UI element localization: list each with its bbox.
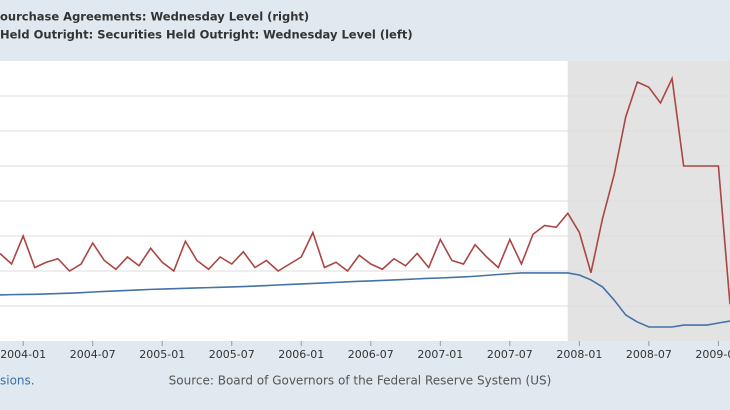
source: Source: Board of Governors of the Federa… xyxy=(169,374,552,388)
legend-entry: ourchase Agreements: Wednesday Level (ri… xyxy=(0,10,309,24)
x-tick-label: 2006-07 xyxy=(348,348,394,361)
x-tick-label: 2005-01 xyxy=(139,348,185,361)
x-tick-label: 2006-01 xyxy=(278,348,324,361)
x-tick-label: 2008-07 xyxy=(626,348,672,361)
x-tick-label: 2007-07 xyxy=(487,348,533,361)
legend-entry: Held Outright: Securities Held Outright:… xyxy=(0,28,413,42)
x-tick-label: 2009-01 xyxy=(695,348,730,361)
x-tick-label: 2005-07 xyxy=(209,348,255,361)
notes-link[interactable]: sions. xyxy=(0,374,35,388)
x-tick-label: 2008-01 xyxy=(556,348,602,361)
series-line xyxy=(0,272,730,328)
x-tick-label: 2004-01 xyxy=(0,348,46,361)
series-line xyxy=(0,75,730,305)
x-tick-label: 2004-07 xyxy=(70,348,116,361)
x-tick-label: 2007-01 xyxy=(417,348,463,361)
